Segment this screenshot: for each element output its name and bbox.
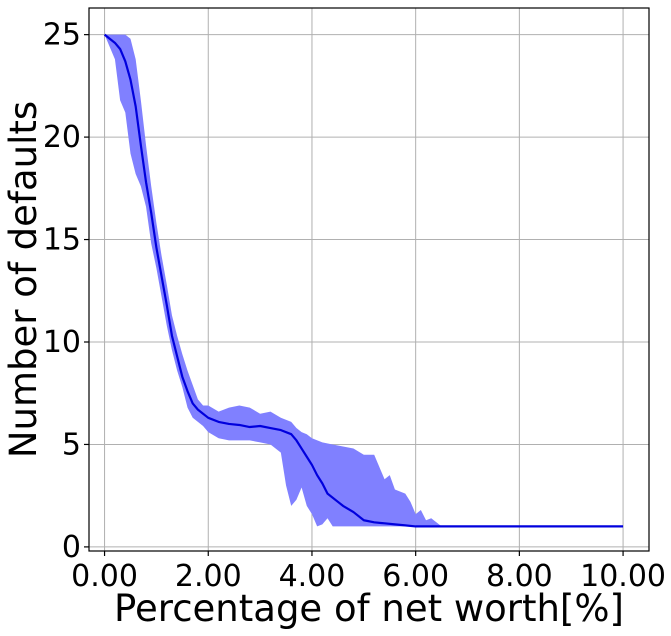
y-tick-label: 25 (43, 18, 81, 53)
y-tick-label: 10 (43, 325, 81, 360)
x-tick-label: 8.00 (486, 559, 553, 594)
x-ticks: 0.00 2.00 4.00 6.00 8.00 10.00 (71, 551, 666, 594)
y-tick-label: 0 (62, 530, 81, 565)
y-tick-label: 5 (62, 427, 81, 462)
x-tick-label: 0.00 (71, 559, 138, 594)
confidence-band (104, 34, 624, 527)
x-tick-label: 10.00 (580, 559, 666, 594)
y-ticks: 0 5 10 15 20 25 (43, 18, 89, 565)
y-tick-label: 20 (43, 120, 81, 155)
x-tick-label: 4.00 (279, 559, 346, 594)
y-tick-label: 15 (43, 223, 81, 258)
x-axis-label: Percentage of net worth[%] (114, 587, 624, 630)
plot-frame (88, 7, 650, 552)
grid (89, 8, 649, 551)
mean-line (103, 33, 624, 528)
x-tick-label: 2.00 (175, 559, 242, 594)
y-axis-label: Number of defaults (2, 101, 45, 458)
x-tick-label: 6.00 (382, 559, 449, 594)
